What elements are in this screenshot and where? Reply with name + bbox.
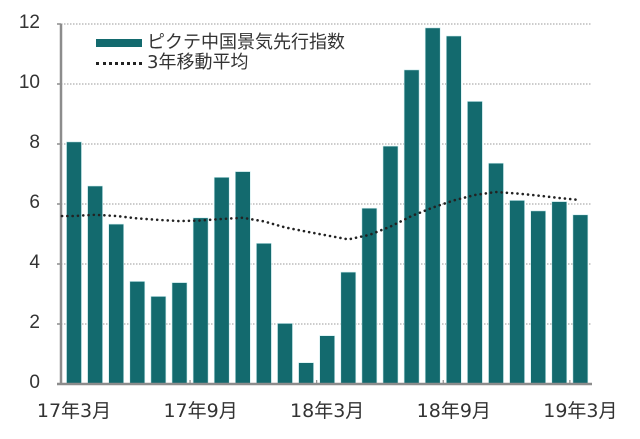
bar	[213, 177, 230, 385]
legend-item-moving-average: 3年移動平均	[96, 53, 345, 73]
y-tick-label: 2	[29, 312, 40, 333]
bar	[87, 185, 103, 385]
bar	[171, 282, 188, 385]
legend-dotted-line-icon	[96, 61, 142, 65]
legend: ピクテ中国景気先行指数 3年移動平均	[96, 33, 345, 73]
bar	[340, 271, 357, 385]
bar	[277, 323, 293, 385]
bar	[256, 243, 272, 385]
bar	[467, 101, 483, 385]
x-tick-label: 17年3月	[36, 400, 112, 422]
x-tick-label: 17年9月	[163, 400, 238, 422]
bar	[551, 201, 568, 385]
y-tick-label: 8	[29, 132, 40, 153]
bar	[319, 335, 336, 385]
bar	[66, 141, 82, 385]
x-tick-label: 18年3月	[290, 400, 365, 422]
bar	[108, 223, 124, 385]
bar	[129, 281, 146, 385]
bar	[298, 362, 314, 385]
bar	[445, 35, 462, 385]
bar	[488, 162, 504, 385]
bar	[530, 210, 547, 385]
moving-average-line	[60, 190, 582, 241]
x-tick-label: 19年3月	[543, 400, 618, 422]
y-tick-label: 0	[29, 372, 40, 393]
bar	[424, 27, 441, 385]
legend-item-index: ピクテ中国景気先行指数	[96, 33, 345, 53]
legend-label-index: ピクテ中国景気先行指数	[147, 32, 345, 53]
bar	[509, 200, 525, 385]
bar	[361, 207, 378, 385]
bar	[192, 217, 209, 385]
x-tick-label: 18年9月	[416, 400, 491, 422]
bar	[572, 214, 589, 385]
legend-bar-swatch-icon	[96, 39, 142, 47]
bar	[382, 145, 399, 385]
bar-series	[66, 27, 589, 385]
bar	[235, 171, 251, 385]
bar	[403, 69, 420, 385]
y-tick-label: 6	[29, 192, 40, 213]
y-tick-label: 10	[18, 72, 40, 93]
y-tick-label: 4	[29, 252, 40, 273]
y-tick-label: 12	[18, 12, 40, 33]
legend-label-moving-average: 3年移動平均	[147, 52, 249, 73]
bar	[150, 296, 167, 385]
axes	[57, 24, 592, 386]
